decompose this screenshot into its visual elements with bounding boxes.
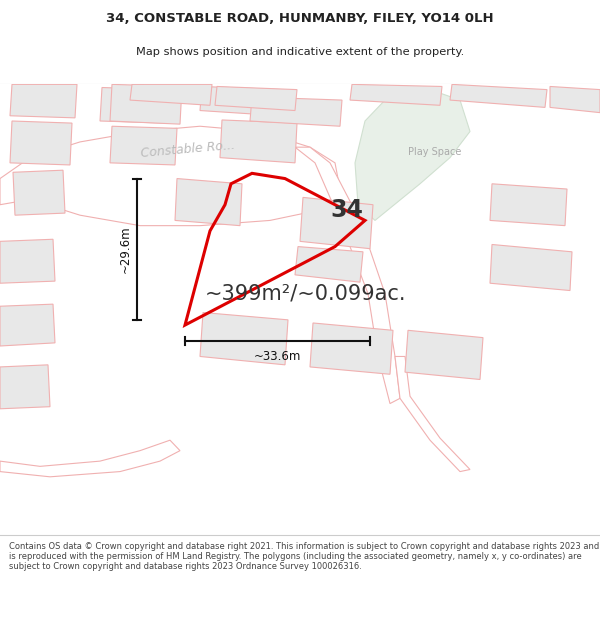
Text: Map shows position and indicative extent of the property.: Map shows position and indicative extent… (136, 48, 464, 58)
Polygon shape (175, 179, 242, 226)
Polygon shape (100, 88, 167, 123)
Polygon shape (13, 170, 65, 215)
Polygon shape (0, 440, 180, 477)
Polygon shape (395, 356, 470, 472)
Polygon shape (200, 86, 282, 116)
Polygon shape (10, 84, 77, 118)
Text: Play Space: Play Space (409, 148, 461, 158)
Text: Constable Ro...: Constable Ro... (140, 139, 235, 160)
Text: ~399m²/~0.099ac.: ~399m²/~0.099ac. (205, 284, 407, 304)
Polygon shape (0, 239, 55, 283)
Polygon shape (220, 120, 297, 163)
Text: Contains OS data © Crown copyright and database right 2021. This information is : Contains OS data © Crown copyright and d… (9, 542, 599, 571)
Polygon shape (490, 184, 567, 226)
Polygon shape (355, 89, 470, 221)
Text: 34, CONSTABLE ROAD, HUNMANBY, FILEY, YO14 0LH: 34, CONSTABLE ROAD, HUNMANBY, FILEY, YO1… (106, 12, 494, 25)
Polygon shape (350, 84, 442, 105)
Polygon shape (130, 84, 212, 105)
Polygon shape (110, 126, 177, 165)
Polygon shape (405, 330, 483, 379)
Polygon shape (300, 198, 373, 249)
Polygon shape (110, 84, 182, 124)
Polygon shape (550, 86, 600, 112)
Polygon shape (450, 84, 547, 107)
Polygon shape (250, 97, 342, 126)
Text: ~33.6m: ~33.6m (254, 350, 301, 363)
Polygon shape (215, 86, 297, 111)
Polygon shape (295, 147, 400, 404)
Polygon shape (200, 312, 288, 365)
Polygon shape (0, 126, 340, 226)
Text: ~29.6m: ~29.6m (119, 226, 131, 273)
Text: 34: 34 (330, 198, 363, 222)
Polygon shape (0, 365, 50, 409)
Polygon shape (310, 323, 393, 374)
Polygon shape (10, 121, 72, 165)
Polygon shape (490, 244, 572, 291)
Polygon shape (0, 304, 55, 346)
Polygon shape (295, 247, 363, 282)
